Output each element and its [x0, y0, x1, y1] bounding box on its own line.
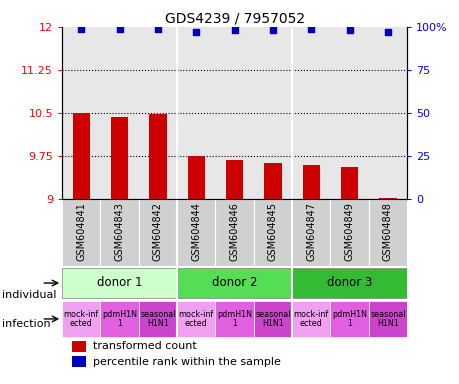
Point [345, 27, 353, 33]
Point [307, 25, 314, 31]
Text: GSM604845: GSM604845 [267, 202, 277, 261]
Point [192, 29, 200, 35]
Text: GSM604843: GSM604843 [114, 202, 124, 261]
Text: mock-inf
ected: mock-inf ected [293, 310, 328, 328]
Text: GSM604849: GSM604849 [344, 202, 354, 261]
Text: GSM604847: GSM604847 [306, 202, 316, 261]
Text: individual: individual [2, 290, 56, 300]
Bar [73, 356, 86, 367]
Bar [177, 301, 215, 337]
Bar [264, 163, 281, 199]
Bar [368, 199, 406, 266]
Bar [62, 268, 177, 298]
Bar [100, 199, 139, 266]
Bar [139, 199, 177, 266]
Text: pdmH1N
1: pdmH1N 1 [217, 310, 252, 328]
Bar [291, 268, 406, 298]
Point [116, 25, 123, 31]
Text: GSM604842: GSM604842 [152, 202, 162, 261]
Bar [330, 199, 368, 266]
Bar [225, 160, 243, 199]
Point [269, 27, 276, 33]
Bar [215, 199, 253, 266]
Point [230, 27, 238, 33]
Bar [177, 199, 215, 266]
Bar [291, 301, 330, 337]
Text: seasonal
H1N1: seasonal H1N1 [140, 310, 175, 328]
Text: GSM604841: GSM604841 [76, 202, 86, 261]
Text: GSM604844: GSM604844 [191, 202, 201, 261]
Bar [62, 27, 100, 199]
Text: GSM604846: GSM604846 [229, 202, 239, 261]
Bar [330, 27, 368, 199]
Bar [340, 167, 358, 199]
Bar [330, 301, 368, 337]
Bar [62, 199, 100, 266]
Text: donor 1: donor 1 [97, 276, 142, 289]
Text: mock-inf
ected: mock-inf ected [178, 310, 213, 328]
Text: pdmH1N
1: pdmH1N 1 [102, 310, 137, 328]
Text: seasonal
H1N1: seasonal H1N1 [369, 310, 405, 328]
Bar [368, 27, 406, 199]
Text: seasonal
H1N1: seasonal H1N1 [255, 310, 290, 328]
Bar [215, 301, 253, 337]
Bar [177, 27, 215, 199]
Bar [379, 198, 396, 199]
Title: GDS4239 / 7957052: GDS4239 / 7957052 [164, 12, 304, 26]
Bar [253, 301, 291, 337]
Bar [302, 166, 319, 199]
Point [383, 29, 391, 35]
Bar [139, 301, 177, 337]
Bar [215, 27, 253, 199]
Bar [253, 27, 291, 199]
Bar [100, 301, 139, 337]
Text: transformed count: transformed count [93, 341, 196, 351]
Bar [100, 27, 139, 199]
Text: mock-inf
ected: mock-inf ected [63, 310, 99, 328]
Bar [111, 118, 128, 199]
Text: percentile rank within the sample: percentile rank within the sample [93, 357, 280, 367]
Bar [73, 341, 86, 352]
Point [78, 25, 85, 31]
Text: donor 2: donor 2 [212, 276, 257, 289]
Text: pdmH1N
1: pdmH1N 1 [331, 310, 366, 328]
Bar [149, 114, 166, 199]
Text: infection: infection [2, 319, 51, 329]
Text: GSM604848: GSM604848 [382, 202, 392, 261]
Bar [253, 199, 291, 266]
Bar [177, 268, 291, 298]
Point [154, 25, 161, 31]
Text: donor 3: donor 3 [326, 276, 371, 289]
Bar [291, 199, 330, 266]
Bar [139, 27, 177, 199]
Bar [187, 156, 204, 199]
Bar [73, 113, 90, 199]
Bar [291, 27, 330, 199]
Bar [62, 301, 100, 337]
Bar [368, 301, 406, 337]
